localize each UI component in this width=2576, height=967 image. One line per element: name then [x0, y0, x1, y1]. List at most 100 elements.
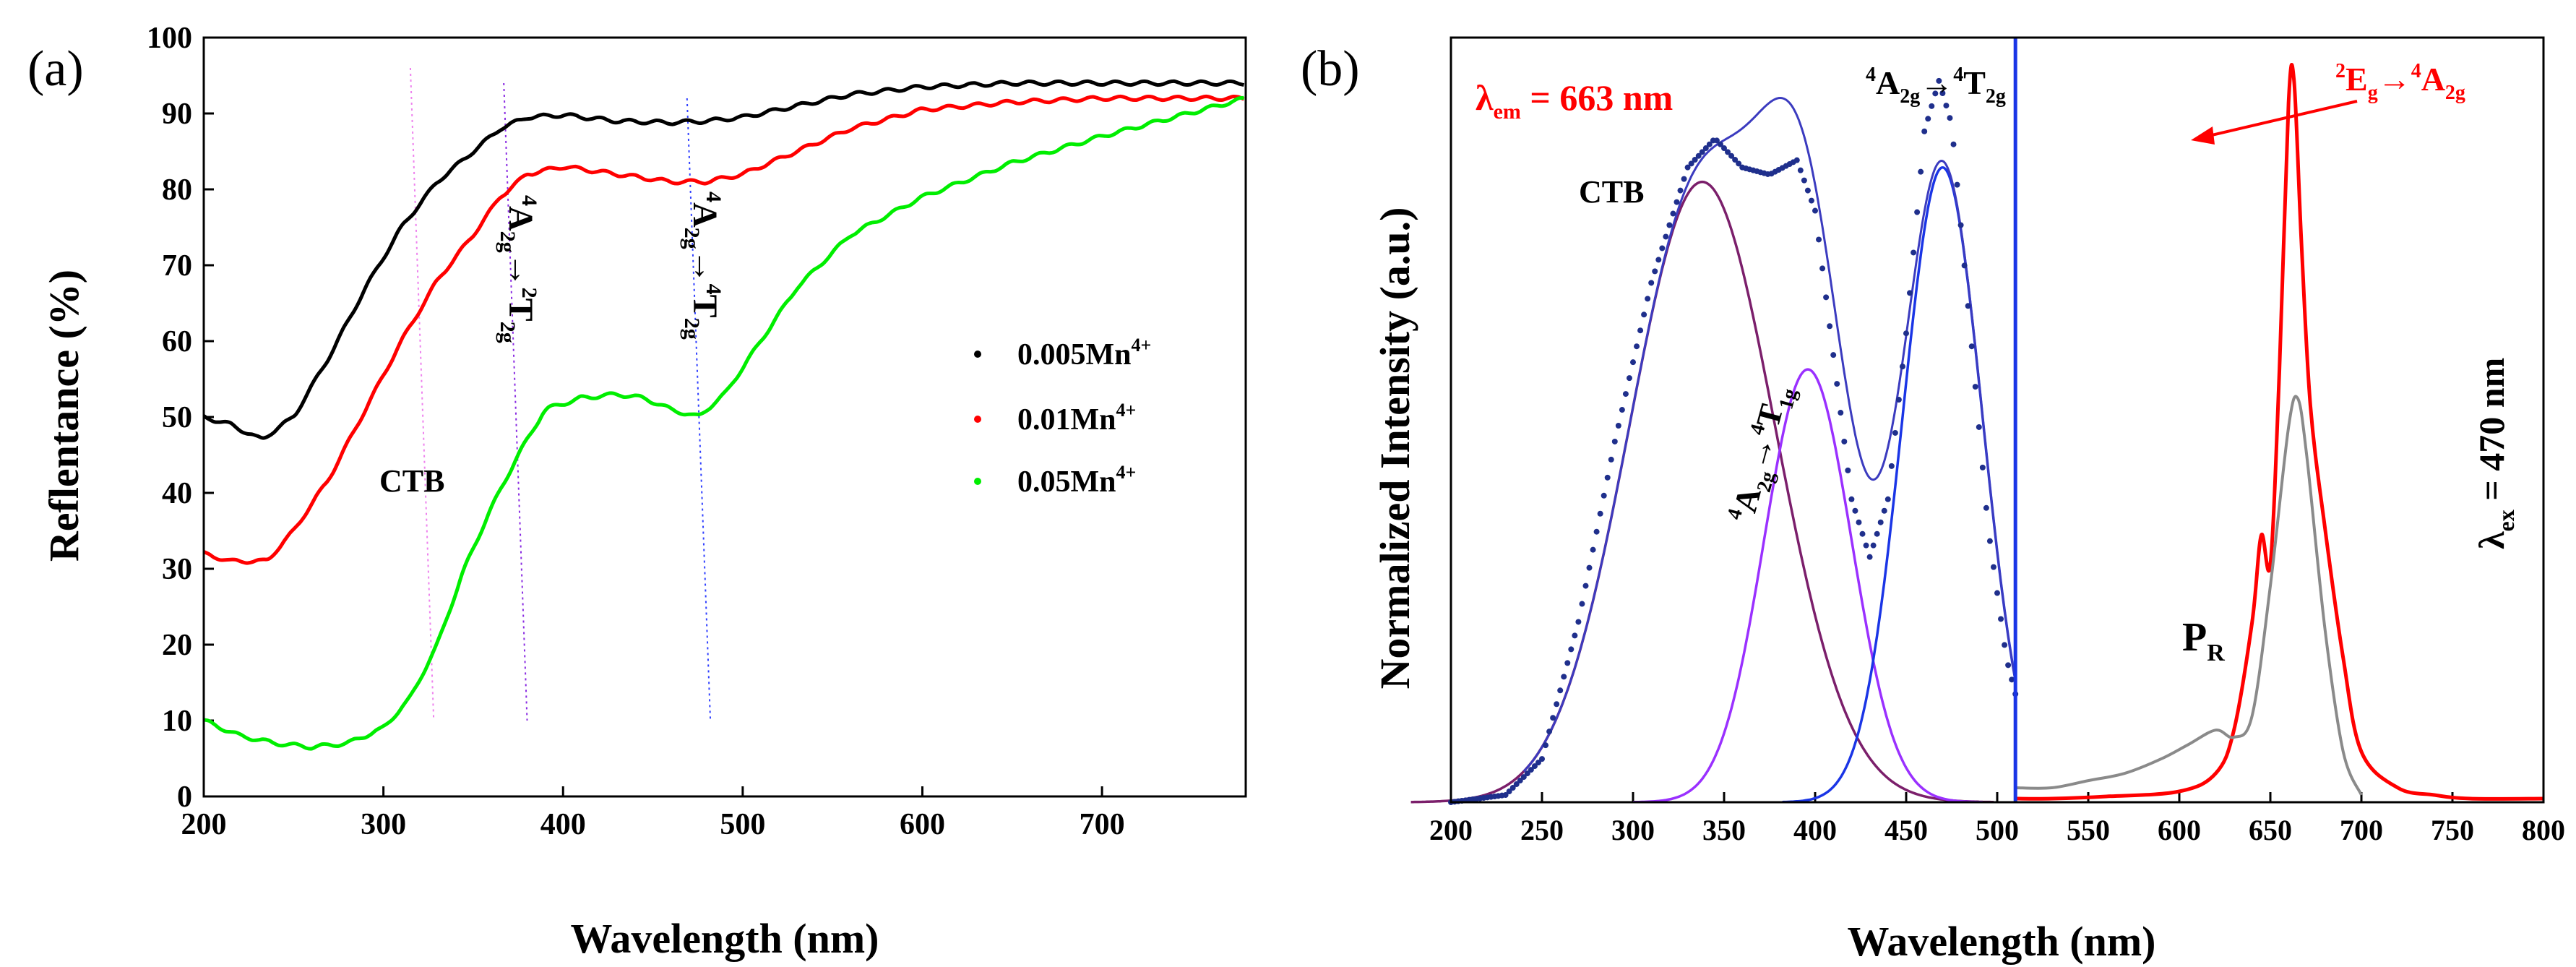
- a-ytick-label: 30: [162, 553, 192, 586]
- b-excitation-point: [1539, 756, 1545, 762]
- b-xtick-label: 250: [1520, 814, 1564, 846]
- a-ytick-label: 80: [162, 173, 192, 207]
- b-excitation-point: [1888, 463, 1895, 469]
- panel-a-legend: 0.005Mn4+ 0.01Mn4+ 0.05Mn4+: [974, 335, 1151, 499]
- b-excitation-point: [1863, 542, 1869, 549]
- b-xtick-label: 200: [1429, 814, 1473, 846]
- b-excitation-point: [1677, 187, 1684, 194]
- b-excitation-point: [1856, 519, 1862, 525]
- b-excitation-point: [1911, 249, 1917, 256]
- b-excitation-point: [1717, 141, 1723, 147]
- a-ytick-label: 10: [162, 705, 192, 738]
- b-excitation-point: [1601, 492, 1607, 499]
- panel-b-xlabel: Wavelength (nm): [1848, 918, 2156, 965]
- b-excitation-point: [1641, 311, 1647, 318]
- panel-a-plot-frame: [202, 36, 1247, 798]
- b-xtick-label: 700: [2340, 814, 2383, 846]
- b-excitation-point: [1830, 352, 1837, 358]
- b-excitation-point: [1866, 554, 1873, 560]
- b-excitation-point: [1655, 257, 1662, 263]
- b-excitation-point: [1892, 429, 1898, 436]
- b-excitation-point: [1954, 181, 1960, 188]
- b-excitation-point: [1502, 792, 1509, 799]
- b-excitation-point: [1692, 157, 1698, 163]
- b-excitation-point: [1986, 538, 1993, 544]
- a-guide-line: [409, 67, 435, 721]
- b-excitation-point: [1528, 767, 1534, 773]
- b-excitation-point: [1531, 763, 1538, 770]
- b-excitation-point: [1666, 222, 1673, 228]
- b-excitation-point: [1546, 729, 1553, 735]
- b-excitation-point: [1736, 160, 1742, 167]
- b-excitation-point: [1972, 384, 1978, 390]
- b-xtick-label: 350: [1702, 814, 1746, 846]
- b-xtick-label: 450: [1884, 814, 1928, 846]
- b-xtick-label: 400: [1793, 814, 1837, 846]
- b-excitation-point: [1608, 456, 1614, 463]
- a-xtick-label: 500: [720, 808, 765, 841]
- b-xtick-label: 550: [2067, 814, 2110, 846]
- b-excitation-point: [1513, 781, 1520, 788]
- panel-a-ylabel: Reflentance (%): [40, 270, 87, 562]
- b-excitation-point: [1593, 528, 1600, 535]
- panel-b-plot-frame: [1449, 36, 2545, 804]
- b-excitation-point: [1899, 364, 1905, 370]
- b-excitation-point: [1877, 519, 1884, 525]
- b-xtick-label: 650: [2249, 814, 2292, 846]
- b-excitation-point: [1684, 164, 1691, 171]
- b-excitation-point: [1673, 199, 1680, 205]
- b-excitation-point: [1688, 160, 1694, 167]
- b-excitation-point: [1535, 760, 1541, 766]
- panel-a-xlabel: Wavelength (nm): [571, 915, 879, 962]
- b-excitation-point: [1881, 507, 1887, 514]
- legend-entry-001: 0.01Mn4+: [1017, 400, 1136, 437]
- b-excitation-point: [2009, 676, 2015, 683]
- panel-a-transition-4A2g-4T2g: 4A2g→4T2g: [680, 192, 725, 340]
- b-excitation-point: [1907, 290, 1913, 296]
- b-excitation-point: [2002, 642, 2008, 648]
- b-excitation-point: [1994, 590, 2000, 596]
- panel-a-ctb-label: CTB: [379, 463, 444, 499]
- b-excitation-point: [1827, 323, 1833, 330]
- b-excitation-point: [1524, 770, 1530, 777]
- b-excitation-point: [1983, 504, 1989, 511]
- b-excitation-point: [1579, 601, 1585, 607]
- b-excitation-point: [1652, 268, 1658, 275]
- b-excitation-point: [1561, 674, 1567, 680]
- b-excitation-point: [1990, 564, 1996, 570]
- b-series-line-5: [2015, 395, 2363, 796]
- b-excitation-point: [1634, 343, 1640, 350]
- panel-b: Normalized Intensity (a.u.) Wavelength (…: [1371, 36, 2565, 965]
- b-excitation-point: [1732, 157, 1739, 163]
- b-excitation-point: [1834, 381, 1840, 387]
- b-excitation-point: [1520, 774, 1527, 781]
- b-excitation-point: [1939, 90, 1946, 96]
- b-excitation-point: [1568, 646, 1575, 653]
- b-excitation-point: [1572, 632, 1578, 639]
- b-excitation-point: [1619, 407, 1625, 413]
- b-excitation-point: [1932, 90, 1939, 97]
- b-excitation-point: [1950, 141, 1957, 147]
- b-excitation-point: [1793, 157, 1800, 163]
- panel-a-transition-4A2g-2T2g: 4A2g→2T2g: [496, 195, 541, 343]
- panel-b-lambda-ex: λex = 470 nm: [2471, 358, 2519, 549]
- b-excitation-point: [1670, 210, 1676, 217]
- b-excitation-point: [1808, 197, 1814, 204]
- b-excitation-point: [1914, 209, 1921, 215]
- b-excitation-point: [1947, 115, 1953, 121]
- b-fit-sum-line: [1522, 96, 2017, 773]
- b-excitation-point: [1936, 77, 1942, 84]
- b-excitation-point: [1976, 424, 1982, 430]
- b-excitation-point: [1884, 496, 1891, 502]
- panel-a: Reflentance (%) Wavelength (nm) 200 300 40…: [40, 22, 1247, 962]
- b-excitation-point: [1648, 280, 1655, 286]
- emission-peak-arrow: [2191, 100, 2358, 145]
- b-excitation-point: [1659, 245, 1666, 252]
- b-excitation-point: [1965, 303, 1971, 309]
- b-excitation-point: [1903, 330, 1909, 337]
- b-excitation-point: [1728, 152, 1735, 159]
- panel-b-label: (b): [1301, 41, 1360, 97]
- b-excitation-point: [1816, 236, 1822, 243]
- b-excitation-point: [1611, 438, 1618, 444]
